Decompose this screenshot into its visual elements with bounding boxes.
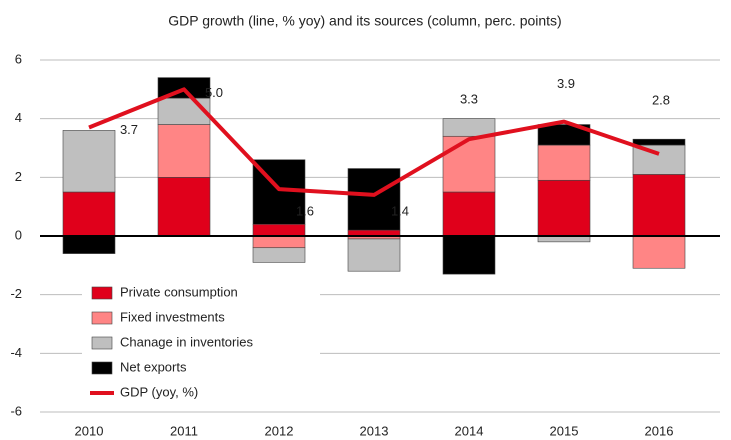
bar [157,97,211,125]
data-label: 2.8 [652,92,670,107]
bar [442,118,496,137]
bar [537,124,591,146]
bar [62,130,116,193]
gdp-line [88,87,660,197]
legend-label: Chanage in inventories [120,334,253,349]
bar [157,177,211,237]
legend-label: Fixed investments [120,309,225,324]
x-tick-label: 2010 [75,423,104,438]
bar [442,235,496,275]
data-label: 3.3 [460,92,478,107]
data-label: 3.9 [557,76,575,91]
bar [347,168,401,231]
legend-swatch [91,286,113,300]
legend-swatch [91,361,113,375]
x-tick-label: 2014 [455,423,484,438]
y-tick-label: 0 [15,227,22,242]
x-tick-label: 2016 [645,423,674,438]
y-tick-label: 6 [15,51,22,66]
x-tick-label: 2015 [550,423,579,438]
x-tick-label: 2011 [170,423,198,438]
y-tick-label: -4 [10,345,22,360]
bar [632,138,686,146]
y-tick-label: -6 [10,403,22,418]
bar [62,235,116,254]
bar [632,174,686,237]
data-label: 5.0 [205,85,223,100]
bar [252,235,306,249]
x-tick-label: 2013 [360,423,389,438]
y-tick-label: 2 [15,169,22,184]
legend-swatch [91,336,113,350]
bar [347,238,401,272]
x-tick-label: 2012 [265,423,294,438]
bar [157,124,211,178]
chart-title: GDP growth (line, % yoy) and its sources… [168,13,561,29]
legend-label: Net exports [120,359,187,374]
bar [442,135,496,193]
legend-swatch [91,311,113,325]
bar [62,191,116,237]
y-tick-label: 4 [15,110,22,125]
bar [442,191,496,237]
bar [632,235,686,269]
bar [537,144,591,181]
legend-label: Private consumption [120,284,238,299]
bar [252,223,306,237]
bar [252,247,306,263]
data-label: 3.7 [120,122,138,137]
data-label: 1.6 [296,204,314,219]
legend-label: GDP (yoy, %) [120,384,198,399]
data-label: 1.4 [391,203,409,218]
legend-box [82,280,320,404]
y-tick-label: -2 [10,286,22,301]
bar [537,179,591,237]
